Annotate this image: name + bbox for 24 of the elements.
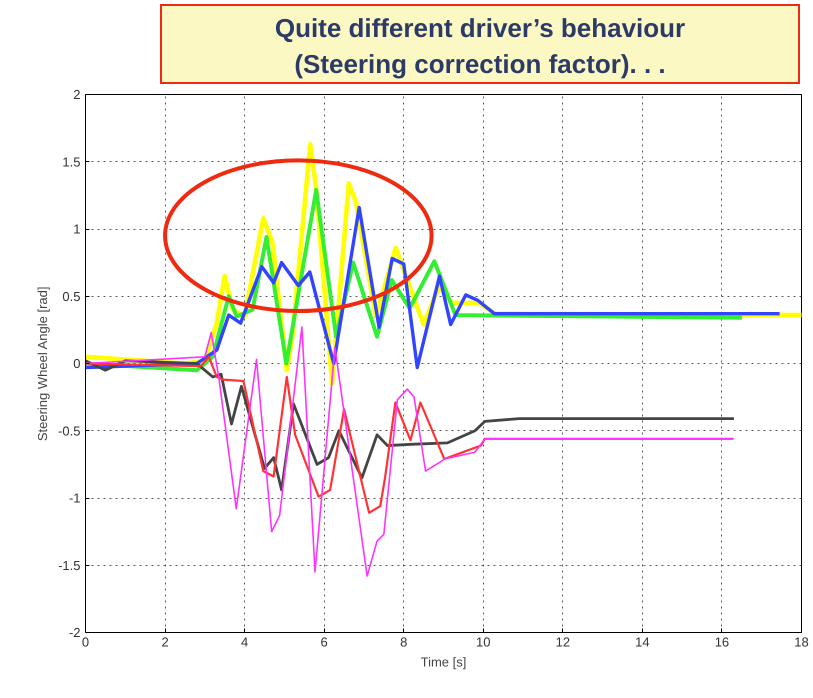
y-tick-label: -1.5 (58, 558, 81, 573)
y-tick-label: -1 (68, 490, 81, 506)
x-tick-label: 16 (714, 634, 730, 650)
y-tick-label: -0.5 (58, 423, 81, 438)
y-tick-label: 2 (73, 87, 81, 102)
y-tick-label: 1.5 (62, 154, 81, 170)
x-tick-label: 6 (320, 634, 328, 650)
x-axis-title: Time [s] (420, 654, 466, 670)
x-tick-label: 14 (635, 634, 650, 650)
x-tick-label: 4 (240, 634, 248, 650)
line-series (86, 326, 735, 577)
y-tick-label: -2 (68, 625, 81, 640)
line-series (86, 206, 782, 370)
line-series (86, 356, 734, 514)
y-tick-label: 1 (73, 222, 81, 236)
x-tick-label: 12 (556, 634, 570, 650)
x-tick-label: 2 (161, 634, 169, 650)
y-axis-title: Steering Wheel Angle [rad] (35, 286, 50, 442)
x-tick-label: 18 (794, 634, 809, 650)
y-tick-label: 0.5 (62, 288, 81, 304)
x-tick-label: 10 (476, 634, 491, 650)
text: Quite different driver’s behaviour (Steering correction factor). . . (274, 12, 686, 82)
x-tick-label: 8 (400, 634, 408, 650)
y-tick-label: 0 (73, 356, 81, 371)
